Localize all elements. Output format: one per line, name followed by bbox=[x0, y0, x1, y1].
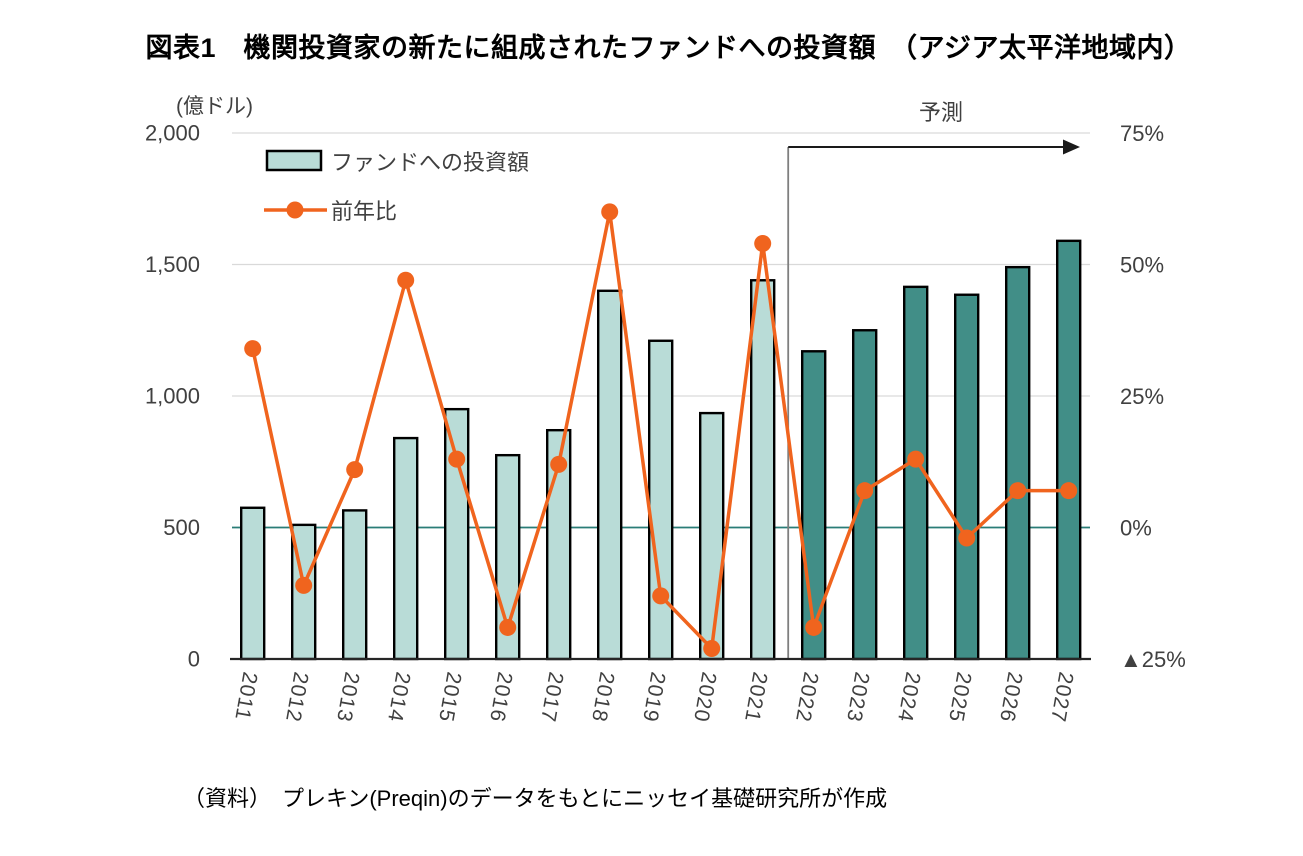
yoy-marker-2012 bbox=[295, 576, 313, 594]
year-label-2019: 2019 bbox=[638, 670, 669, 724]
year-label-2021: 2021 bbox=[740, 670, 771, 724]
left-axis-tick: 0 bbox=[188, 647, 200, 672]
year-label-2020: 2020 bbox=[689, 670, 720, 724]
right-axis-tick: 75% bbox=[1120, 121, 1164, 146]
source-note: （資料） プレキン(Preqin)のデータをもとにニッセイ基礎研究所が作成 bbox=[183, 786, 888, 811]
yoy-marker-2011 bbox=[244, 340, 262, 358]
yoy-marker-2016 bbox=[499, 618, 517, 636]
left-axis-tick: 2,000 bbox=[145, 121, 200, 146]
yoy-marker-2021 bbox=[754, 234, 772, 252]
bar-2013 bbox=[342, 509, 368, 661]
yoy-marker-2022 bbox=[805, 618, 823, 636]
left-axis-unit-label: (億ドル) bbox=[176, 95, 253, 118]
yoy-marker-2024 bbox=[907, 450, 925, 468]
year-label-2011: 2011 bbox=[230, 670, 261, 722]
bar-2014 bbox=[393, 436, 419, 661]
bar-2026 bbox=[1005, 265, 1031, 661]
year-label-2012: 2012 bbox=[281, 670, 312, 724]
yoy-marker-2026 bbox=[1009, 482, 1027, 500]
bar-2019 bbox=[648, 339, 674, 661]
legend: ファンドへの投資額 前年比 bbox=[264, 149, 529, 224]
bar-2018 bbox=[597, 289, 623, 661]
bar-2020 bbox=[699, 411, 725, 661]
year-label-2017: 2017 bbox=[536, 670, 567, 724]
yoy-marker-2023 bbox=[856, 482, 874, 500]
year-label-2025: 2025 bbox=[944, 670, 975, 724]
right-axis-tick: 0% bbox=[1120, 516, 1152, 541]
right-axis-tick: ▲25% bbox=[1120, 647, 1186, 672]
yoy-marker-2025 bbox=[958, 529, 976, 547]
legend-line-marker-icon bbox=[286, 201, 304, 219]
left-axis-tick: 500 bbox=[163, 515, 200, 540]
year-label-2022: 2022 bbox=[791, 670, 822, 724]
legend-line-label: 前年比 bbox=[331, 199, 397, 224]
yoy-marker-2013 bbox=[346, 461, 364, 479]
year-label-2018: 2018 bbox=[587, 670, 618, 724]
bar-2021 bbox=[750, 279, 776, 661]
year-label-2014: 2014 bbox=[383, 670, 414, 724]
bar-2025 bbox=[954, 293, 980, 661]
right-axis-tick: 25% bbox=[1120, 384, 1164, 409]
year-label-2027: 2027 bbox=[1046, 670, 1077, 724]
left-axis-tick: 1,500 bbox=[145, 252, 200, 277]
yoy-marker-2020 bbox=[703, 639, 721, 657]
yoy-marker-2027 bbox=[1060, 482, 1078, 500]
yoy-marker-2019 bbox=[652, 587, 670, 605]
yoy-marker-2017 bbox=[550, 455, 568, 473]
year-label-2026: 2026 bbox=[995, 670, 1026, 724]
plot-area: 2,000 75% 1,500 50% 1,000 25% 500 0% 0 ▲25% 2011 20… bbox=[145, 121, 1186, 725]
right-axis-tick: 50% bbox=[1120, 253, 1164, 278]
bar-2027 bbox=[1055, 239, 1082, 661]
year-label-2023: 2023 bbox=[842, 670, 873, 724]
forecast-label: 予測 bbox=[919, 100, 963, 125]
bar-2015 bbox=[444, 407, 470, 661]
legend-bar-label: ファンドへの投資額 bbox=[331, 150, 529, 175]
chart-title: 図表1 機関投資家の新たに組成されたファンドへの投資額 （アジア太平洋地域内） bbox=[145, 33, 1192, 63]
legend-bar-swatch bbox=[265, 149, 323, 172]
year-label-2013: 2013 bbox=[332, 670, 363, 724]
forecast-arrow-head-icon bbox=[1063, 139, 1080, 155]
yoy-marker-2014 bbox=[397, 271, 415, 289]
year-label-2015: 2015 bbox=[434, 670, 465, 724]
bar-2022 bbox=[801, 350, 827, 661]
yoy-marker-2015 bbox=[448, 450, 466, 468]
year-label-2016: 2016 bbox=[485, 670, 516, 724]
bar-2011 bbox=[239, 506, 266, 661]
left-axis-tick: 1,000 bbox=[145, 384, 200, 409]
year-label-2024: 2024 bbox=[893, 670, 924, 724]
yoy-marker-2018 bbox=[601, 203, 619, 221]
